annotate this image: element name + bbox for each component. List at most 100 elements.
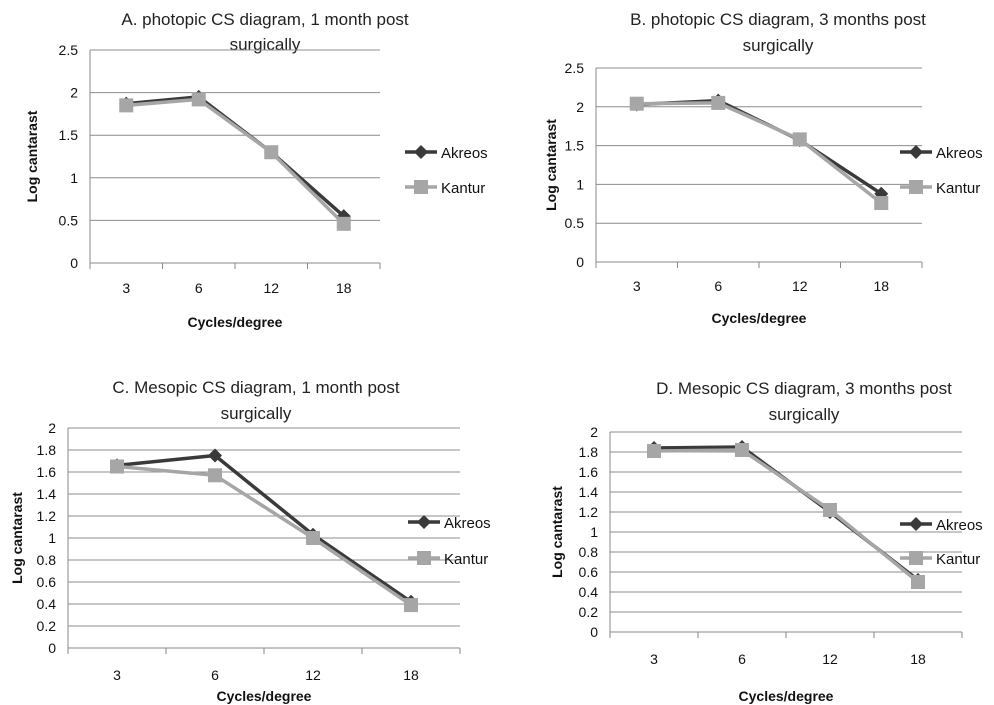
x-tick-label: 3 — [122, 280, 130, 296]
y-tick-label: 1 — [48, 530, 56, 546]
y-tick-label: 0.6 — [579, 564, 599, 580]
data-point — [110, 459, 124, 474]
data-point — [306, 531, 320, 545]
y-tick-label: 1.4 — [579, 484, 599, 500]
y-tick-label: 0.8 — [579, 544, 599, 560]
y-tick-label: 1.5 — [565, 138, 585, 154]
y-axis-title: Log cantarast — [543, 119, 559, 211]
legend-label: Akreos — [441, 145, 488, 162]
x-tick-label: 6 — [195, 280, 203, 296]
x-tick-label: 3 — [633, 278, 641, 294]
data-point — [647, 444, 661, 458]
chart-title: B. photopic CS diagram, 3 months post — [630, 10, 926, 29]
legend-entry-akreos: Akreos — [900, 517, 983, 534]
legend-label: Kantur — [444, 551, 488, 568]
y-tick-label: 2 — [70, 85, 78, 101]
x-tick-label: 3 — [650, 651, 658, 667]
y-tick-label: 2.5 — [565, 60, 585, 76]
legend-entry-kantur: Kantur — [408, 551, 488, 568]
y-tick-label: 0.2 — [579, 604, 599, 620]
series-kantur — [629, 95, 889, 211]
data-point — [264, 145, 279, 160]
y-tick-label: 1.5 — [59, 127, 79, 143]
legend-label: Akreos — [444, 515, 491, 532]
legend-entry-kantur: Kantur — [900, 180, 980, 197]
y-axis-title: Log cantarast — [24, 110, 40, 202]
x-tick-label: 6 — [211, 667, 219, 683]
y-tick-label: 2 — [590, 424, 598, 440]
y-tick-label: 0.6 — [37, 574, 57, 590]
x-tick-label: 6 — [738, 651, 746, 667]
chart-panel-0: A. photopic CS diagram, 1 month post surg… — [24, 10, 488, 330]
x-tick-label: 3 — [113, 667, 121, 683]
data-point — [208, 448, 222, 463]
y-tick-label: 0.8 — [37, 552, 57, 568]
x-tick-label: 18 — [873, 278, 889, 294]
legend-entry-akreos: Akreos — [900, 145, 983, 162]
data-point — [911, 575, 925, 589]
y-tick-label: 0 — [576, 254, 584, 270]
x-axis-title: Cycles/degree — [188, 314, 283, 330]
legend-marker — [909, 551, 923, 565]
legend-entry-akreos: Akreos — [405, 145, 488, 162]
x-tick-label: 18 — [910, 651, 926, 667]
legend-marker — [909, 145, 923, 159]
y-tick-label: 2 — [48, 420, 56, 436]
x-tick-label: 18 — [336, 280, 352, 296]
y-axis-title: Log cantarast — [549, 486, 565, 578]
series-line — [126, 97, 345, 226]
data-point — [792, 132, 807, 147]
x-tick-label: 12 — [792, 278, 808, 294]
legend-label: Kantur — [441, 180, 485, 197]
series-akreos — [647, 440, 925, 587]
y-tick-label: 1 — [70, 170, 78, 186]
legend-entry-kantur: Kantur — [900, 551, 980, 568]
series-line — [636, 101, 883, 205]
data-point — [874, 196, 889, 211]
legend-label: Kantur — [936, 180, 980, 197]
series-line — [653, 445, 920, 582]
y-tick-label: 1 — [576, 176, 584, 192]
y-tick-label: 1.2 — [37, 508, 57, 524]
data-point — [711, 95, 726, 110]
series-kantur — [647, 443, 925, 589]
y-tick-label: 1.6 — [37, 464, 57, 480]
series-line — [636, 98, 883, 196]
series-line — [126, 95, 345, 218]
x-axis-title: Cycles/degree — [739, 688, 834, 704]
data-point — [119, 98, 134, 113]
y-tick-label: 1 — [590, 524, 598, 540]
chart-title: D. Mesopic CS diagram, 3 months post — [656, 379, 952, 398]
x-axis-title: Cycles/degree — [217, 688, 312, 704]
y-tick-label: 1.8 — [579, 444, 599, 460]
data-point — [629, 96, 644, 111]
chart-title: surgically — [221, 404, 292, 423]
y-tick-label: 2 — [576, 99, 584, 115]
x-tick-label: 12 — [305, 667, 321, 683]
chart-panel-1: B. photopic CS diagram, 3 months post sur… — [543, 10, 983, 326]
y-tick-label: 0 — [590, 624, 598, 640]
legend-marker — [414, 145, 428, 159]
y-tick-label: 0.4 — [37, 596, 57, 612]
chart-title: C. Mesopic CS diagram, 1 month post — [112, 378, 400, 397]
legend-entry-kantur: Kantur — [405, 180, 485, 197]
series-akreos — [119, 89, 351, 224]
series-akreos — [110, 448, 418, 609]
y-tick-label: 0.2 — [37, 618, 57, 634]
series-kantur — [119, 92, 351, 231]
y-tick-label: 0.5 — [565, 215, 585, 231]
data-point — [735, 443, 749, 457]
legend-marker — [909, 517, 923, 531]
y-tick-label: 0.4 — [579, 584, 599, 600]
y-tick-label: 0.5 — [59, 212, 79, 228]
y-tick-label: 0 — [48, 640, 56, 656]
legend-label: Akreos — [936, 517, 983, 534]
data-point — [336, 216, 351, 231]
legend-marker — [909, 180, 923, 194]
chart-title: surgically — [743, 36, 814, 55]
x-tick-label: 18 — [403, 667, 419, 683]
data-point — [823, 503, 837, 517]
series-kantur — [110, 459, 418, 613]
legend-marker — [414, 180, 428, 194]
